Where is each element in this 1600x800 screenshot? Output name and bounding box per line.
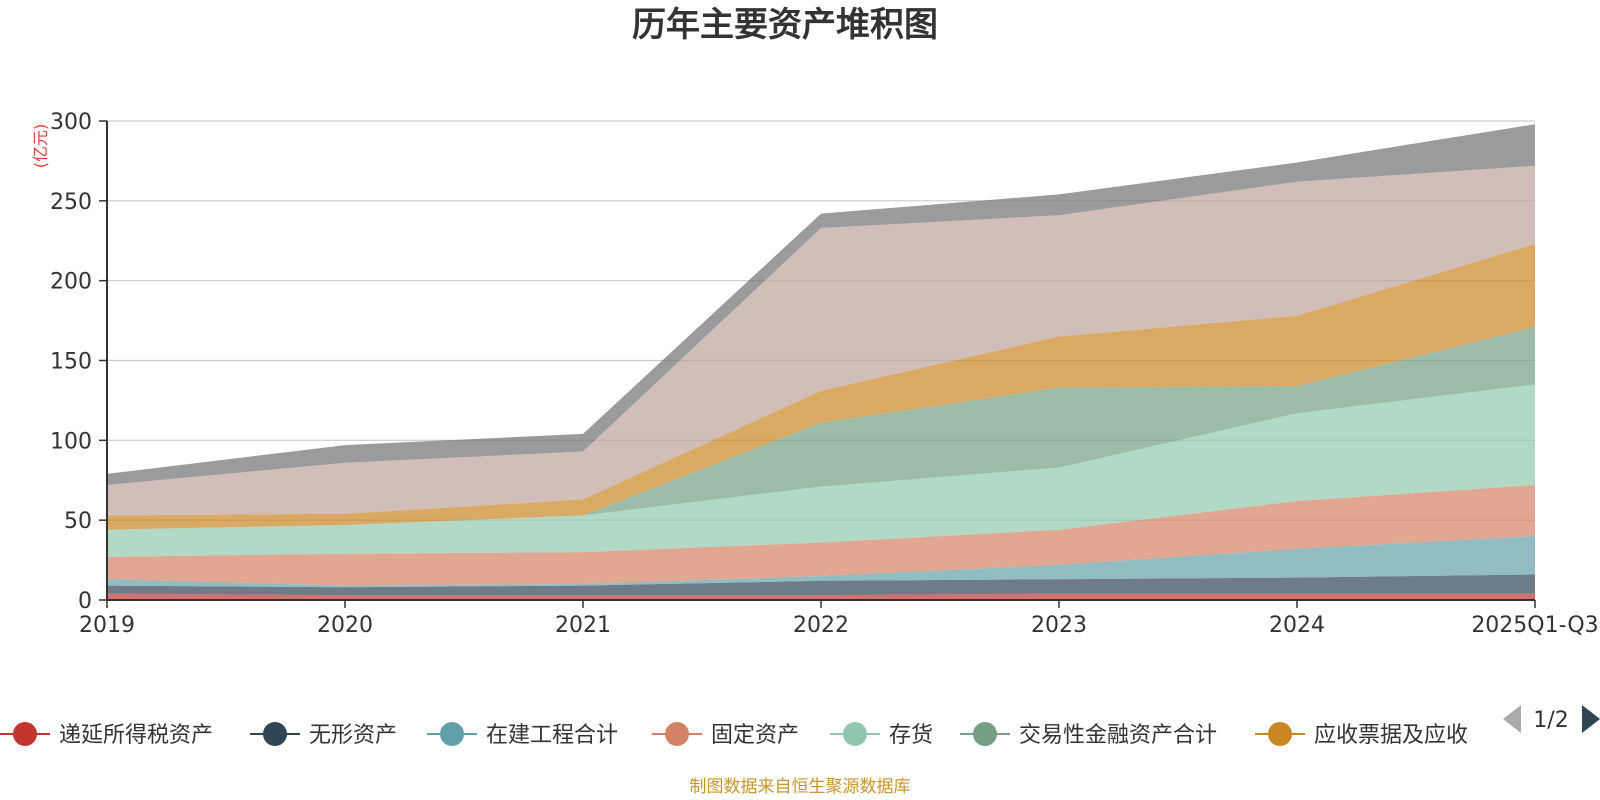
area-series-group bbox=[107, 124, 1535, 600]
legend-marker-icon bbox=[1268, 722, 1292, 746]
y-axis-unit: (亿元) bbox=[31, 124, 50, 169]
area-series[interactable] bbox=[107, 165, 1535, 516]
chart-title: 历年主要资产堆积图 bbox=[632, 5, 938, 45]
area-series[interactable] bbox=[107, 485, 1535, 586]
y-tick-label: 200 bbox=[50, 270, 92, 295]
x-tick-label: 2019 bbox=[79, 613, 135, 638]
legend-label: 固定资产 bbox=[711, 723, 799, 748]
legend-item[interactable]: 固定资产 bbox=[652, 722, 799, 748]
legend-label: 交易性金融资产合计 bbox=[1019, 723, 1217, 748]
area-series[interactable] bbox=[107, 124, 1535, 485]
legend: 递延所得税资产 无形资产 在建工程合计 固定资产 存货 交易性金融资产合计 应收票据及应收 bbox=[0, 722, 1468, 748]
y-tick-label: 250 bbox=[50, 190, 92, 215]
legend-next-page-icon[interactable] bbox=[1582, 705, 1600, 733]
axes: 0 50 100 150 200 250 300 2019 2020 2021 2022 2023 20… bbox=[50, 110, 1599, 638]
x-tick-label: 2025Q1-Q3 bbox=[1471, 613, 1598, 638]
area-series[interactable] bbox=[107, 384, 1535, 557]
legend-item[interactable]: 在建工程合计 bbox=[427, 722, 618, 748]
x-tick-label: 2022 bbox=[793, 613, 849, 638]
area-series[interactable] bbox=[107, 574, 1535, 596]
legend-marker-icon bbox=[440, 722, 464, 746]
legend-label: 应收票据及应收 bbox=[1314, 723, 1468, 748]
area-series[interactable] bbox=[107, 327, 1535, 530]
legend-label: 递延所得税资产 bbox=[59, 723, 213, 748]
legend-pager: 1/2 bbox=[1503, 705, 1600, 733]
legend-label: 存货 bbox=[889, 723, 933, 748]
legend-item[interactable]: 交易性金融资产合计 bbox=[960, 722, 1217, 748]
legend-item[interactable]: 无形资产 bbox=[250, 722, 397, 748]
legend-marker-icon bbox=[13, 722, 37, 746]
legend-label: 无形资产 bbox=[309, 723, 397, 748]
x-tick-label: 2024 bbox=[1269, 613, 1325, 638]
legend-marker-icon bbox=[973, 722, 997, 746]
legend-marker-icon bbox=[263, 722, 287, 746]
legend-marker-icon bbox=[665, 722, 689, 746]
area-series[interactable] bbox=[107, 593, 1535, 600]
x-tick-label: 2020 bbox=[317, 613, 373, 638]
x-tick-label: 2021 bbox=[555, 613, 611, 638]
legend-item[interactable]: 应收票据及应收 bbox=[1255, 722, 1468, 748]
y-tick-label: 50 bbox=[64, 509, 92, 534]
y-tick-label: 100 bbox=[50, 429, 92, 454]
y-tick-label: 0 bbox=[78, 589, 92, 614]
x-tick-label: 2023 bbox=[1031, 613, 1087, 638]
legend-item[interactable]: 存货 bbox=[830, 722, 933, 748]
data-source-note: 制图数据来自恒生聚源数据库 bbox=[690, 777, 911, 797]
legend-marker-icon bbox=[843, 722, 867, 746]
legend-prev-page-icon[interactable] bbox=[1503, 705, 1521, 733]
legend-label: 在建工程合计 bbox=[486, 723, 618, 748]
y-tick-label: 300 bbox=[50, 110, 92, 135]
legend-page-indicator: 1/2 bbox=[1533, 708, 1568, 733]
y-tick-label: 150 bbox=[50, 350, 92, 375]
area-series[interactable] bbox=[107, 536, 1535, 588]
legend-item[interactable]: 递延所得税资产 bbox=[0, 722, 213, 748]
